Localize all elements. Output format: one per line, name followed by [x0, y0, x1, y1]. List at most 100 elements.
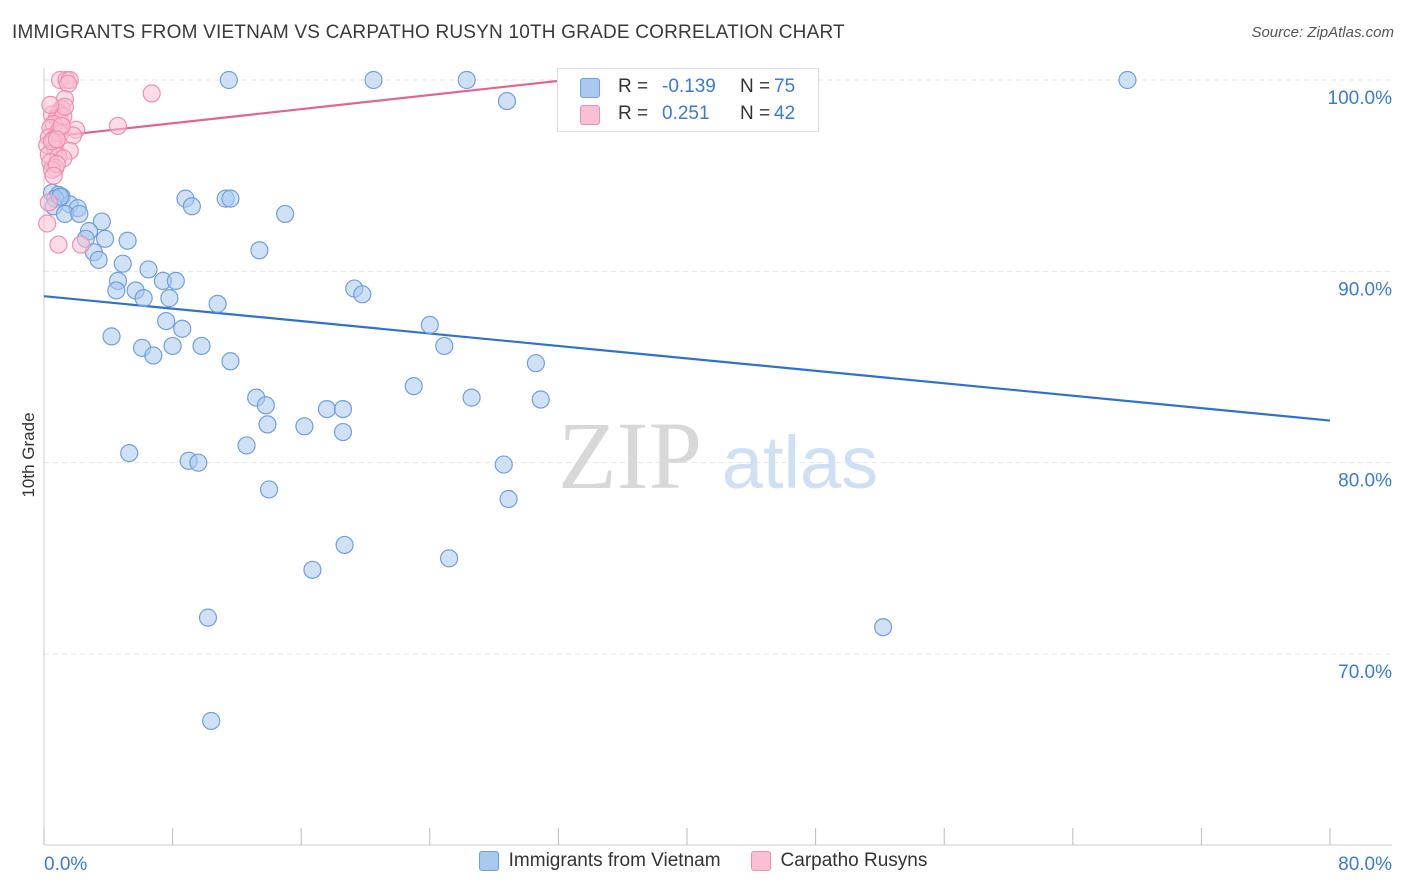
legend-swatch-vietnam: [478, 851, 499, 871]
data-point-vietnam: [219, 70, 238, 90]
data-point-vietnam: [364, 70, 383, 90]
data-point-vietnam: [420, 315, 439, 335]
data-point-vietnam: [404, 377, 423, 396]
data-point-rusyn: [71, 235, 91, 254]
data-point-vietnam: [102, 327, 121, 346]
watermark: ZIP atlas: [558, 402, 878, 509]
stats-n-label: N =: [740, 103, 771, 124]
stats-r-label: R =: [618, 76, 649, 97]
data-point-vietnam: [118, 231, 137, 250]
data-point-vietnam: [107, 281, 126, 300]
data-point-vietnam: [250, 241, 269, 260]
legend-swatch-rusyn: [750, 851, 771, 871]
y-tick-label: 80.0%: [1338, 471, 1392, 492]
data-point-vietnam: [89, 250, 108, 269]
data-point-rusyn: [41, 95, 60, 114]
data-point-vietnam: [202, 711, 221, 731]
trend-line-vietnam: [43, 295, 1331, 422]
data-point-vietnam: [462, 388, 481, 407]
legend-label-vietnam: Immigrants from Vietnam: [508, 850, 721, 871]
data-point-vietnam: [497, 91, 517, 111]
data-point-vietnam: [1118, 70, 1137, 90]
data-point-vietnam: [192, 336, 211, 356]
stats-n-value: 75: [774, 76, 796, 97]
data-point-vietnam: [166, 271, 185, 290]
stats-n-label: N =: [740, 76, 771, 97]
trend-line-rusyn: [43, 78, 567, 139]
legend: Immigrants from Vietnam Carpatho Rusyns: [0, 850, 1406, 872]
stats-swatch-vietnam: [580, 78, 600, 98]
stats-box: R = -0.139 N = 75 R = 0.251 N = 42: [557, 68, 819, 132]
data-point-vietnam: [295, 417, 314, 436]
data-point-rusyn: [44, 166, 63, 185]
data-point-vietnam: [353, 285, 372, 304]
data-point-vietnam: [134, 289, 153, 308]
stats-r-value: 0.251: [662, 103, 710, 124]
stats-swatch-rusyn: [580, 105, 600, 125]
chart-title: IMMIGRANTS FROM VIETNAM VS CARPATHO RUSY…: [12, 22, 845, 43]
watermark-zip: ZIP: [558, 402, 702, 509]
data-point-vietnam: [198, 608, 218, 627]
data-point-vietnam: [333, 422, 353, 442]
data-point-vietnam: [439, 549, 459, 568]
legend-item-vietnam[interactable]: Immigrants from Vietnam: [478, 850, 721, 872]
data-point-rusyn: [47, 130, 66, 149]
data-point-vietnam: [160, 289, 179, 308]
data-point-vietnam: [258, 415, 277, 434]
y-tick-label: 90.0%: [1338, 279, 1392, 300]
data-point-vietnam: [259, 480, 279, 499]
y-axis-label: 10th Grade: [19, 412, 38, 497]
data-point-vietnam: [531, 390, 550, 409]
stats-n-value: 42: [774, 103, 796, 124]
legend-label-rusyn: Carpatho Rusyns: [780, 850, 928, 871]
data-point-vietnam: [182, 197, 201, 216]
watermark-atlas: atlas: [722, 421, 878, 504]
data-point-vietnam: [144, 346, 163, 365]
y-tick-label: 100.0%: [1328, 88, 1393, 109]
stats-row-rusyn: R = 0.251 N = 42: [580, 102, 796, 126]
data-point-vietnam: [208, 294, 227, 313]
data-point-vietnam: [494, 455, 513, 474]
data-point-vietnam: [139, 260, 158, 279]
data-point-rusyn: [38, 214, 57, 233]
x-tick-label: 80.0%: [1338, 854, 1392, 875]
data-point-vietnam: [221, 189, 240, 208]
grid-lines: [44, 79, 1392, 655]
data-point-vietnam: [317, 399, 337, 419]
stats-r-value: -0.139: [662, 76, 716, 97]
x-tick-label: 0.0%: [44, 854, 87, 875]
stats-row-vietnam: R = -0.139 N = 75: [580, 75, 796, 99]
y-tick-label: 70.0%: [1338, 662, 1392, 683]
data-point-rusyn: [108, 116, 128, 136]
data-points: [38, 70, 1137, 731]
data-point-vietnam: [874, 618, 893, 637]
data-point-vietnam: [276, 204, 295, 224]
data-point-vietnam: [120, 444, 139, 463]
data-point-vietnam: [499, 489, 518, 509]
data-point-vietnam: [457, 70, 476, 90]
data-point-vietnam: [92, 212, 111, 231]
legend-item-rusyn[interactable]: Carpatho Rusyns: [750, 850, 928, 872]
data-point-vietnam: [333, 399, 353, 419]
chart-source: Source: ZipAtlas.com: [1251, 24, 1394, 41]
data-point-vietnam: [189, 453, 208, 472]
data-point-rusyn: [59, 74, 78, 93]
data-point-vietnam: [335, 535, 354, 555]
data-point-vietnam: [157, 311, 176, 331]
tick-labels: 70.0% 80.0% 90.0% 100.0% 0.0% 80.0%: [44, 88, 1392, 875]
data-point-vietnam: [303, 560, 322, 579]
data-point-vietnam: [526, 354, 545, 373]
data-point-rusyn: [49, 235, 68, 254]
trend-lines: [43, 78, 1331, 422]
data-point-vietnam: [256, 396, 275, 415]
data-point-vietnam: [95, 229, 115, 248]
data-point-vietnam: [221, 352, 240, 371]
data-point-rusyn: [142, 84, 161, 103]
stats-r-label: R =: [618, 103, 649, 124]
data-point-vietnam: [435, 336, 454, 356]
data-point-vietnam: [163, 336, 182, 356]
data-point-vietnam: [70, 204, 89, 224]
data-point-vietnam: [237, 436, 256, 455]
data-point-vietnam: [173, 319, 192, 338]
